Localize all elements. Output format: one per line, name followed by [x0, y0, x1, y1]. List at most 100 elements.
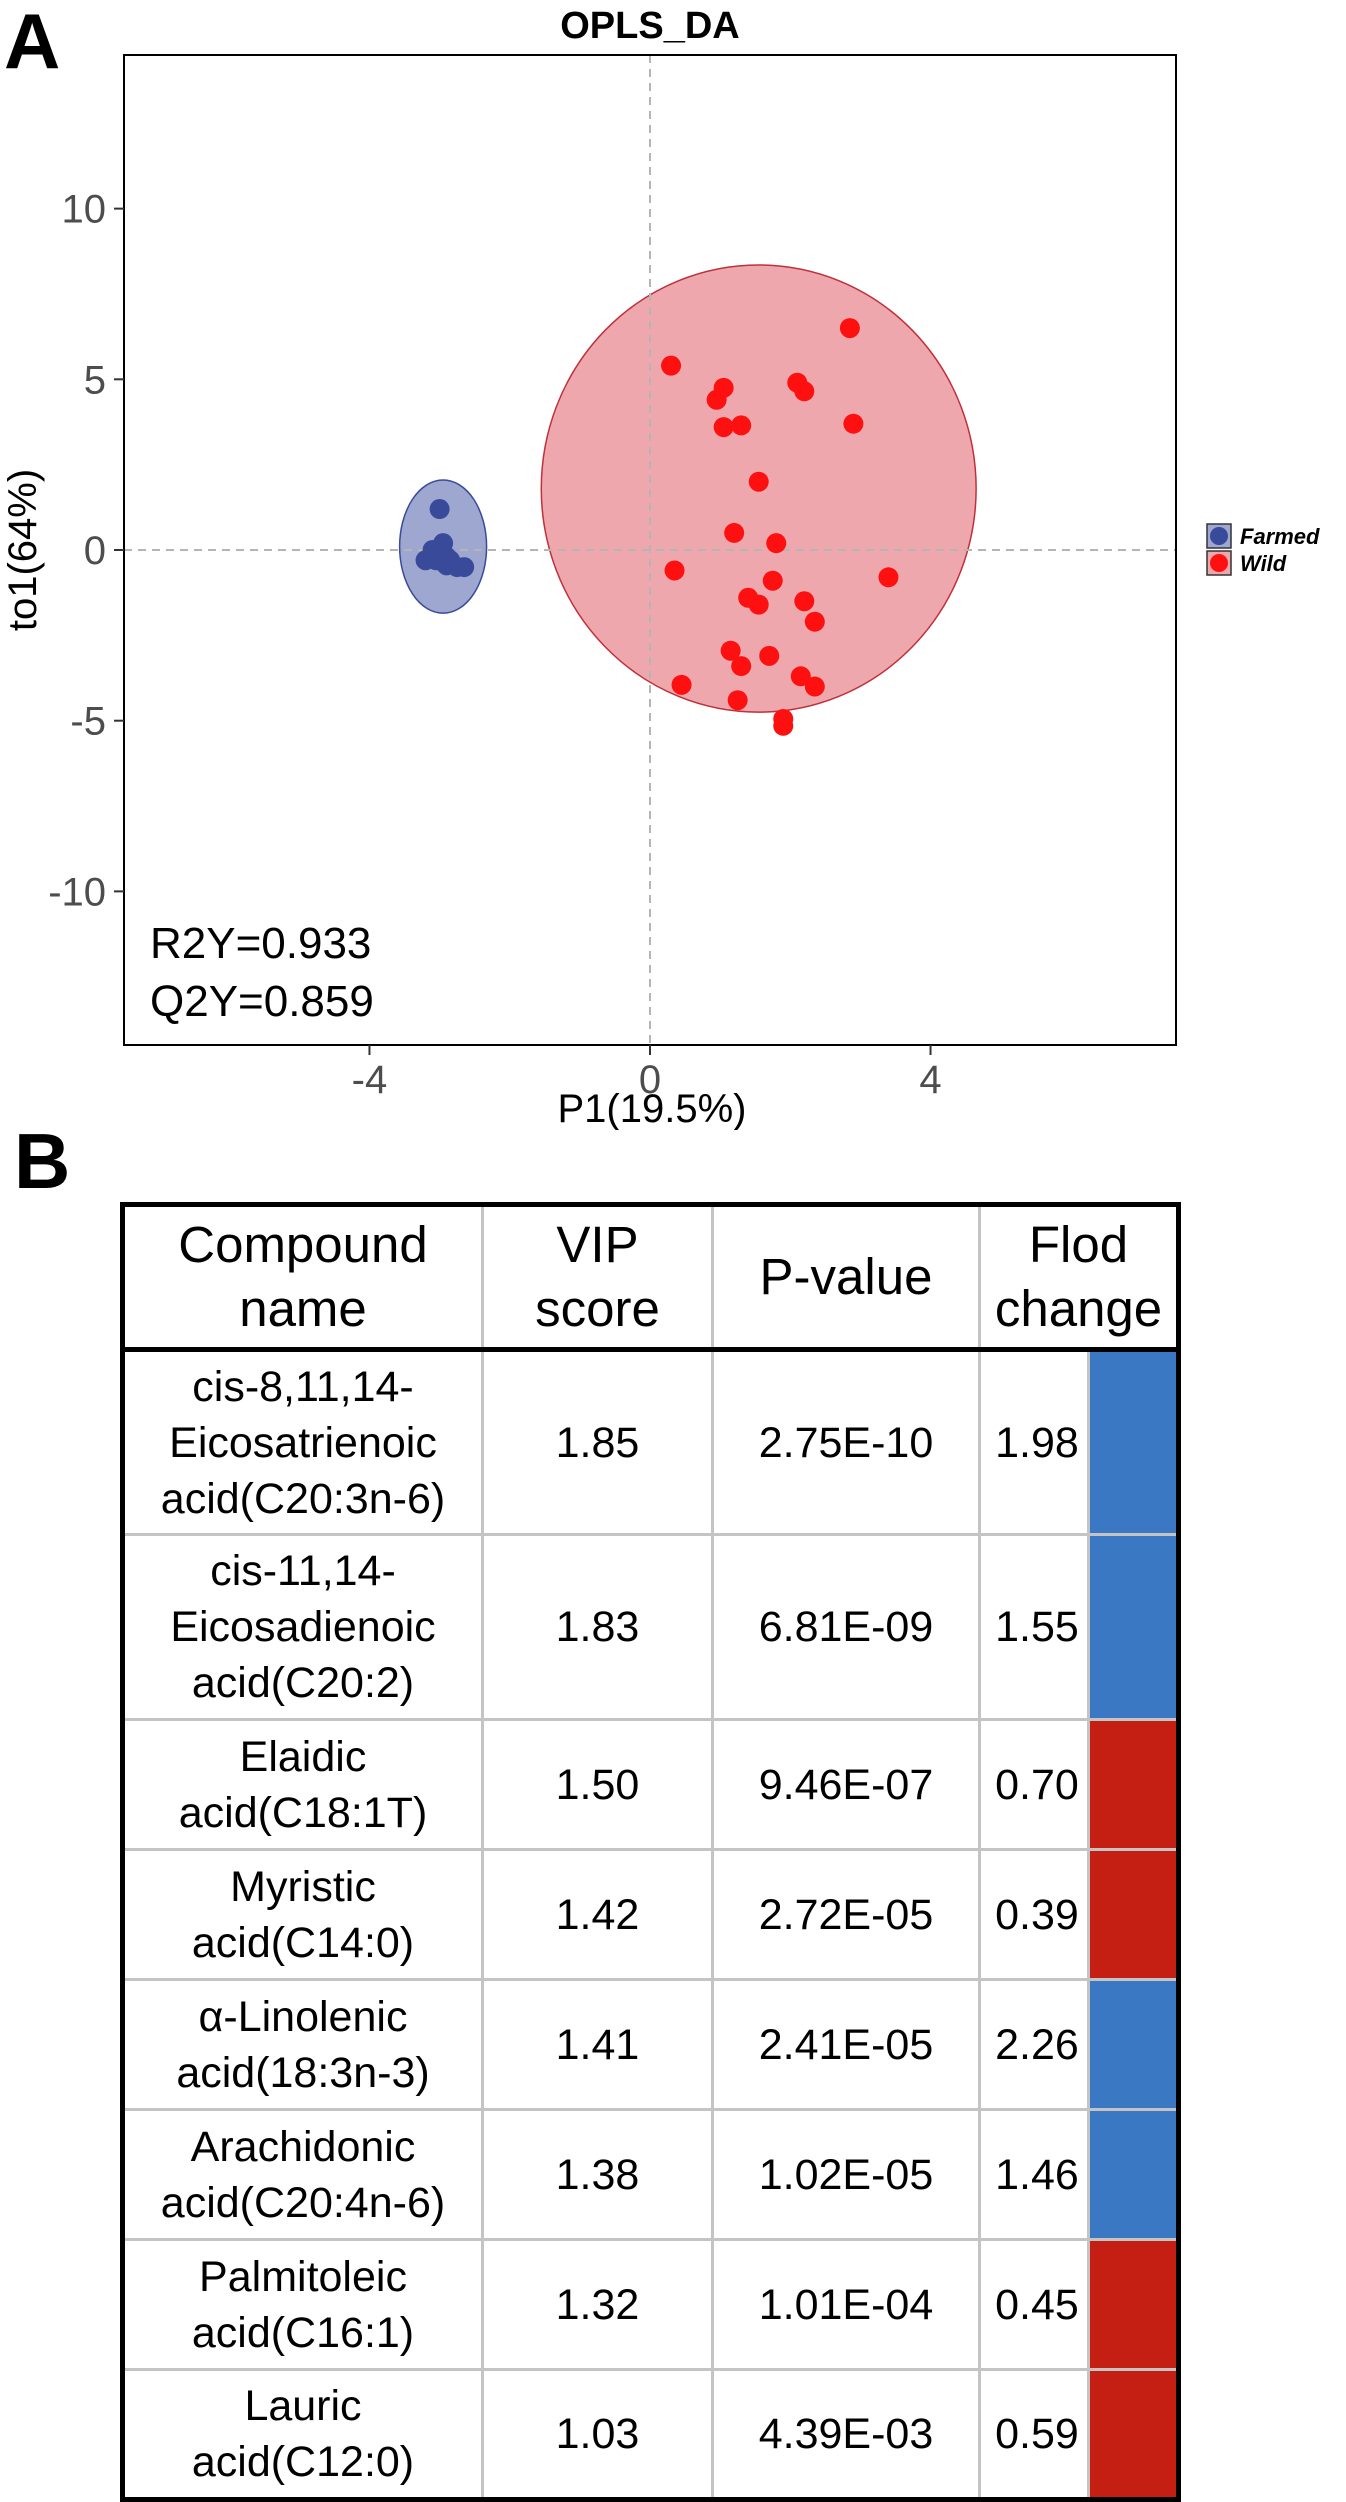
- compound-name-line: acid(C18:1T): [178, 1788, 428, 1837]
- p-value-cell: 1.01E-04: [711, 2238, 981, 2371]
- panel-label-b: B: [14, 1117, 71, 1205]
- p-value-cell: 6.81E-09: [711, 1533, 981, 1721]
- vip-score-cell: 1.38: [481, 2108, 714, 2241]
- legend-marker-wild: [1210, 554, 1228, 572]
- vip-score-cell: 1.85: [481, 1348, 714, 1536]
- fold-change-cell: 0.70: [978, 1718, 1090, 1851]
- fold-change-cell: 1.98: [978, 1348, 1090, 1536]
- point-wild: [748, 471, 769, 492]
- compound-name-cell: Palmitoleic acid(C16:1): [121, 2238, 484, 2371]
- legend-marker-farmed: [1210, 527, 1228, 545]
- header-fold-change: Flod change: [977, 1203, 1181, 1352]
- point-wild: [706, 389, 727, 410]
- vip-score-cell: 1.32: [481, 2238, 714, 2371]
- compound-name-line: α-Linolenic: [198, 1992, 408, 2041]
- table-row: α-Linolenic acid(18:3n-3) 1.41 2.41E-05 2.26: [121, 1978, 1181, 2111]
- fold-change-color-cell: [1086, 1978, 1181, 2111]
- header-pvalue-text: P-value: [759, 1248, 933, 1305]
- p-value-cell: 1.02E-05: [711, 2108, 981, 2241]
- table-header-row: Compound name VIP score P-value Flod cha…: [121, 1203, 1181, 1352]
- compound-name-cell: cis-11,14- Eicosadienoic acid(C20:2): [121, 1533, 484, 1721]
- vip-score-cell: 1.41: [481, 1978, 714, 2111]
- point-wild: [843, 413, 864, 434]
- point-farmed: [454, 557, 475, 578]
- x-tick-label: -4: [352, 1058, 388, 1102]
- x-tick-label: 4: [919, 1058, 941, 1102]
- y-tick-label: -10: [48, 870, 106, 914]
- fold-change-color-cell: [1086, 1348, 1181, 1536]
- compound-name-line: acid(C20:2): [191, 1659, 415, 1707]
- fold-change-color-cell: [1086, 1533, 1181, 1721]
- fold-change-cell: 1.55: [978, 1533, 1090, 1721]
- header-vip-line1: VIP: [556, 1216, 639, 1273]
- point-wild: [762, 570, 783, 591]
- p-value-cell: 4.39E-03: [711, 2368, 981, 2501]
- point-wild: [759, 645, 780, 666]
- point-wild: [720, 640, 741, 661]
- table-row: Lauric acid(C12:0) 1.03 4.39E-03 0.59: [121, 2368, 1181, 2501]
- header-fold-line1: Flod: [1028, 1216, 1129, 1273]
- chart-title: OPLS_DA: [560, 5, 739, 47]
- compound-name-line: Lauric: [244, 2382, 362, 2430]
- header-fold-line2: change: [994, 1280, 1163, 1337]
- compound-name-line: acid(C16:1): [191, 2308, 415, 2357]
- opls-da-chart: -4 0 4 -10 -5 0 5 10 OPLS_DA P1(19.5%) to1(64%) R2Y…: [1, 5, 1320, 1130]
- fold-change-color-cell: [1086, 2108, 1181, 2241]
- table-row: Palmitoleic acid(C16:1) 1.32 1.01E-04 0.45: [121, 2238, 1181, 2371]
- compound-name-cell: Lauric acid(C12:0): [121, 2368, 484, 2501]
- p-value-cell: 2.75E-10: [711, 1348, 981, 1536]
- point-wild: [804, 611, 825, 632]
- compound-name-line: Palmitoleic: [199, 2252, 407, 2301]
- point-wild: [790, 666, 811, 687]
- compound-name-line: acid(18:3n-3): [176, 2048, 430, 2097]
- vip-score-cell: 1.03: [481, 2368, 714, 2501]
- compound-name-cell: Arachidonic acid(C20:4n-6): [121, 2108, 484, 2241]
- header-compound-line1: Compound: [178, 1216, 428, 1273]
- y-tick-label: 10: [62, 188, 107, 232]
- compound-name-cell: cis-8,11,14- Eicosatrienoic acid(C20:3n-6): [121, 1348, 484, 1536]
- point-wild: [713, 417, 734, 438]
- point-farmed: [415, 550, 436, 571]
- table-row: Myristic acid(C14:0) 1.42 2.72E-05 0.39: [121, 1848, 1181, 1981]
- compound-name-line: Myristic: [230, 1862, 376, 1911]
- legend-label-farmed: Farmed: [1240, 524, 1320, 549]
- compound-name-line: Eicosatrienoic: [169, 1418, 437, 1467]
- annotation-r2y: R2Y=0.933: [150, 919, 371, 968]
- y-tick-label: 0: [84, 529, 106, 573]
- header-compound-line2: name: [239, 1280, 367, 1337]
- point-wild: [773, 715, 794, 736]
- fold-change-color-cell: [1086, 1848, 1181, 1981]
- compound-name-line: cis-11,14-: [210, 1547, 396, 1595]
- p-value-cell: 9.46E-07: [711, 1718, 981, 1851]
- header-vip-line2: score: [535, 1280, 660, 1337]
- compound-name-line: Arachidonic: [190, 2122, 416, 2171]
- point-wild: [748, 594, 769, 615]
- point-wild: [878, 567, 899, 588]
- vip-score-cell: 1.83: [481, 1533, 714, 1721]
- fold-change-color-cell: [1086, 1718, 1181, 1851]
- point-wild: [731, 656, 752, 677]
- compound-name-line: acid(C20:3n-6): [160, 1474, 446, 1523]
- point-wild: [731, 415, 752, 436]
- compound-name-cell: Elaidic acid(C18:1T): [121, 1718, 484, 1851]
- compound-name-cell: Myristic acid(C14:0): [121, 1848, 484, 1981]
- point-wild: [671, 674, 692, 695]
- compound-name-line: acid(C14:0): [191, 1918, 415, 1967]
- legend-label-wild: Wild: [1240, 551, 1287, 576]
- point-wild: [664, 560, 685, 581]
- p-value-cell: 2.41E-05: [711, 1978, 981, 2111]
- header-p-value: P-value: [711, 1203, 981, 1352]
- point-farmed: [429, 499, 450, 520]
- fold-change-cell: 0.45: [978, 2238, 1090, 2371]
- p-value-cell: 2.72E-05: [711, 1848, 981, 1981]
- y-tick-label: -5: [70, 700, 106, 744]
- point-wild: [839, 318, 860, 339]
- panel-label-a: A: [4, 0, 61, 85]
- vip-score-cell: 1.50: [481, 1718, 714, 1851]
- point-wild: [794, 381, 815, 402]
- fold-change-cell: 1.46: [978, 2108, 1090, 2241]
- table-row: Arachidonic acid(C20:4n-6) 1.38 1.02E-05 1.4…: [121, 2108, 1181, 2241]
- compound-name-cell: α-Linolenic acid(18:3n-3): [121, 1978, 484, 2111]
- vip-table: Compound name VIP score P-value Flod cha…: [120, 1202, 1182, 2502]
- fold-change-cell: 0.39: [978, 1848, 1090, 1981]
